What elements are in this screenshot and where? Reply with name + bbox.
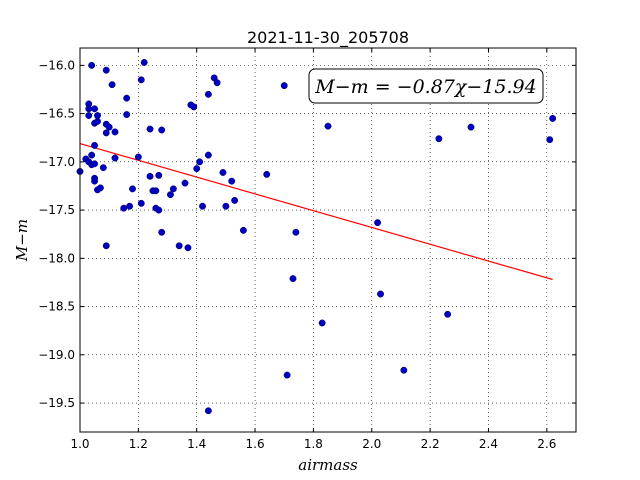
data-point [196, 158, 204, 166]
data-point [444, 310, 452, 318]
data-point [91, 105, 99, 113]
data-point [102, 242, 110, 250]
data-point [99, 164, 107, 172]
data-point [85, 112, 93, 119]
data-point [108, 81, 116, 89]
data-point [377, 290, 384, 298]
x-tick-label: 2.2 [421, 437, 440, 451]
data-point [181, 179, 189, 187]
fit-line [79, 142, 553, 281]
data-point [204, 90, 212, 98]
data-point [435, 135, 443, 143]
data-point [91, 177, 99, 185]
data-point [289, 275, 297, 283]
data-point [155, 171, 163, 179]
chart-title: 2021-11-30_205708 [247, 28, 409, 48]
x-tick-label: 2.6 [537, 437, 556, 451]
data-point [199, 202, 206, 210]
y-tick-label: −18.5 [38, 300, 75, 314]
plot-frame [79, 47, 577, 433]
data-point [158, 126, 166, 134]
annotation-frame [308, 68, 544, 104]
data-point [111, 128, 119, 136]
y-tick-label: −17.5 [38, 203, 75, 217]
data-point [105, 123, 113, 131]
data-point [219, 169, 227, 176]
data-point [231, 196, 239, 204]
data-point [204, 151, 212, 159]
x-tick-label: 1.6 [246, 437, 265, 451]
data-points [76, 59, 557, 415]
data-point [374, 219, 382, 227]
x-tick-label: 2.0 [362, 437, 381, 451]
data-point [102, 129, 110, 137]
data-point [155, 206, 163, 214]
y-axis-label: M−m [13, 219, 31, 262]
data-point [120, 204, 128, 212]
data-point [324, 122, 332, 130]
data-point [204, 407, 212, 415]
data-point [166, 191, 174, 199]
data-point [129, 185, 136, 193]
x-tick-label: 1.0 [70, 437, 89, 451]
data-point [134, 153, 142, 161]
grid [79, 48, 576, 432]
data-point [546, 136, 554, 144]
x-tick-label: 1.2 [129, 437, 148, 451]
data-point [94, 117, 101, 125]
data-point [146, 125, 154, 133]
data-point [146, 172, 154, 180]
data-point [96, 184, 104, 192]
data-point [239, 226, 247, 234]
data-point [263, 170, 271, 178]
data-point [222, 202, 230, 210]
data-point [137, 76, 145, 84]
x-tick-label: 2.4 [479, 437, 498, 451]
data-point [137, 199, 145, 207]
data-point [102, 66, 110, 74]
data-point [228, 177, 236, 185]
data-point [91, 141, 99, 149]
fit-line-layer [79, 142, 553, 281]
y-tick-label: −19.0 [38, 348, 75, 362]
data-point [318, 319, 326, 327]
data-point [193, 165, 201, 173]
data-point [123, 111, 131, 119]
data-point [467, 123, 475, 131]
data-point [88, 151, 96, 159]
data-point [94, 112, 101, 119]
data-point [169, 185, 177, 193]
data-point [280, 82, 288, 90]
fit-equation-text: M−m = −0.87χ−15.94 [314, 76, 536, 98]
y-tick-label: −19.5 [38, 396, 75, 410]
data-point [152, 187, 160, 195]
data-point [123, 94, 131, 102]
data-point [549, 114, 557, 122]
y-tick-label: −17.0 [38, 155, 75, 169]
data-point [175, 242, 183, 250]
data-point [85, 100, 93, 108]
data-point [184, 244, 192, 252]
fit-equation-annotation: M−m = −0.87χ−15.94 [308, 68, 544, 104]
data-point [213, 79, 221, 87]
y-tick-label: −18.0 [38, 251, 75, 265]
data-point [283, 371, 291, 379]
data-point [91, 160, 99, 168]
y-tick-label: −16.5 [38, 107, 75, 121]
data-point [126, 202, 134, 210]
data-point [140, 59, 148, 66]
data-point [158, 228, 166, 236]
data-point [400, 366, 408, 374]
axis-ticks: 1.0 1.2 1.4 1.6 1.8 2.0 2.2 2.4 2.6 −16.0 −16.5 −17… [38, 48, 576, 451]
data-point [190, 103, 198, 111]
data-point [88, 61, 96, 69]
data-point [111, 154, 119, 162]
y-tick-label: −16.0 [38, 58, 75, 72]
data-point [292, 228, 300, 236]
x-tick-label: 1.4 [187, 437, 206, 451]
x-axis-label: airmass [298, 456, 358, 474]
x-tick-label: 1.8 [304, 437, 323, 451]
